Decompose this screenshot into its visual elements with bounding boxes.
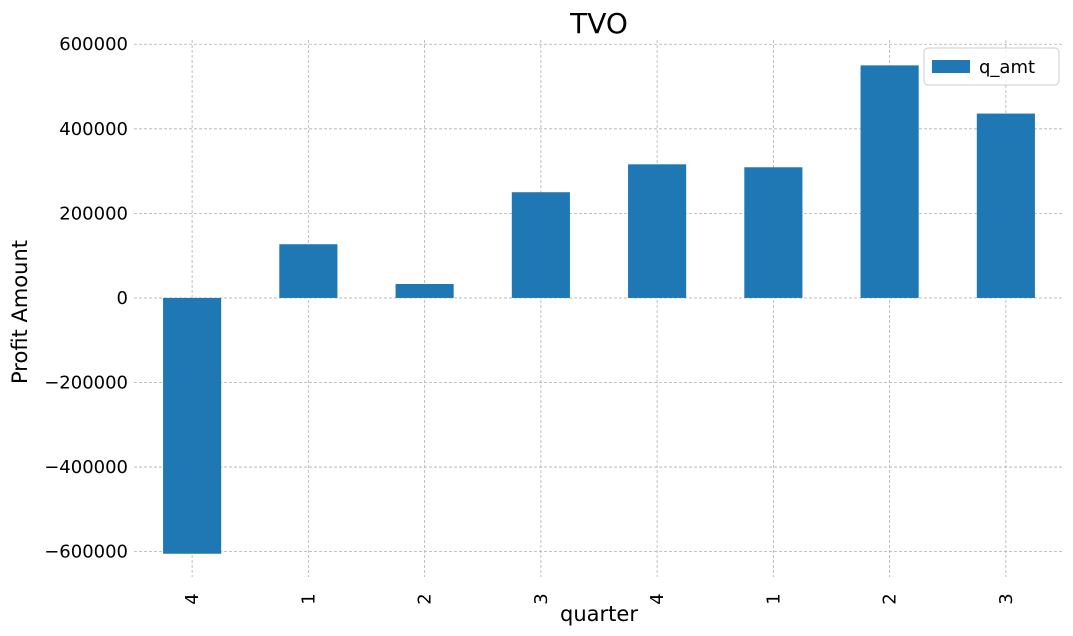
x-tick-label: 3: [996, 593, 1017, 604]
y-tick-label: 0: [117, 288, 128, 309]
x-axis: 4 1 2 3 4 1 2 3: [182, 593, 1017, 604]
y-axis: 600000 400000 200000 0 −200000 −400000 −600000: [44, 34, 128, 562]
y-tick-label: −200000: [44, 372, 128, 393]
x-tick-label: 1: [298, 593, 319, 604]
y-tick-label: −400000: [44, 457, 128, 478]
x-tick-label: 1: [763, 593, 784, 604]
legend-box: [923, 47, 1060, 86]
bar: [744, 167, 803, 298]
x-tick-label: 4: [647, 593, 668, 604]
bar: [860, 65, 919, 298]
bars: [163, 65, 1035, 554]
bar: [163, 297, 222, 554]
y-axis-label: Profit Amount: [8, 240, 32, 384]
x-tick-label: 3: [531, 593, 552, 604]
x-tick-label: 2: [415, 593, 436, 604]
legend: q_amt: [923, 47, 1060, 86]
y-tick-label: 600000: [59, 34, 128, 55]
legend-label: q_amt: [979, 57, 1035, 78]
bar: [511, 192, 570, 298]
bar: [628, 164, 687, 298]
x-axis-label: quarter: [560, 602, 638, 626]
x-tick-label: 2: [880, 593, 901, 604]
y-tick-label: 200000: [59, 203, 128, 224]
bar: [395, 283, 454, 298]
bar: [976, 113, 1035, 298]
grid: [134, 40, 1064, 577]
x-tick-label: 4: [182, 593, 203, 604]
y-tick-label: −600000: [44, 542, 128, 563]
y-tick-label: 400000: [59, 119, 128, 140]
legend-swatch: [932, 60, 970, 73]
chart-title: TVO: [569, 7, 628, 40]
bar: [279, 244, 338, 298]
